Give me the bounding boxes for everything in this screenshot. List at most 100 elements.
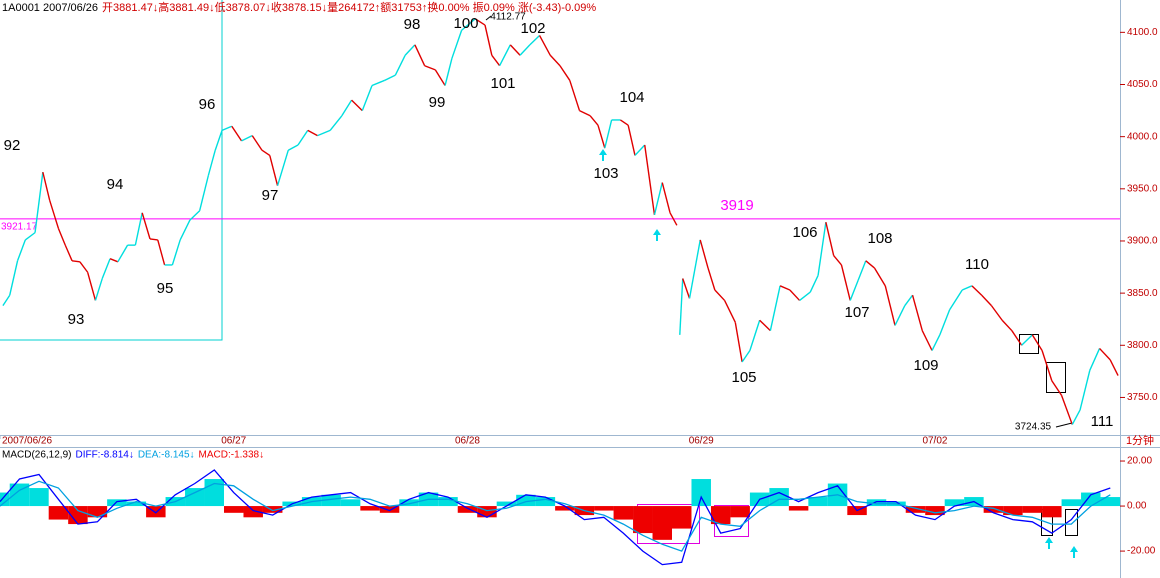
price-segment	[1031, 334, 1043, 351]
macd-bar	[672, 506, 692, 529]
price-segment	[1011, 330, 1023, 346]
price-segment	[394, 54, 406, 76]
price-segment	[2, 294, 11, 307]
period-label: 1分钟	[1126, 433, 1154, 447]
price-segment	[351, 99, 363, 112]
price-segment	[939, 309, 951, 336]
price-segment	[688, 239, 701, 299]
price-segment	[491, 54, 501, 67]
price-segment	[451, 30, 463, 59]
macd-bar	[866, 499, 887, 507]
price-segment	[569, 80, 581, 111]
macd-bar	[477, 506, 497, 518]
price-segment	[1109, 359, 1119, 376]
wave-label: 94	[107, 176, 124, 193]
price-segment	[873, 267, 886, 287]
macd-line	[0, 480, 1111, 552]
price-segment	[1001, 319, 1013, 332]
price-segment	[157, 239, 166, 266]
price-segment	[34, 172, 44, 233]
price-segment	[699, 239, 709, 269]
macd-bar	[516, 494, 536, 507]
price-segment	[64, 244, 73, 262]
macd-bar	[594, 506, 614, 511]
price-segment	[287, 144, 299, 151]
price-segment	[509, 44, 521, 56]
macd-bar	[87, 506, 108, 518]
macd-bar	[457, 506, 478, 513]
wave-label: 101	[490, 75, 515, 92]
price-segment	[559, 65, 571, 81]
price-segment	[261, 149, 271, 157]
price-segment	[189, 210, 201, 221]
price-segment	[1071, 409, 1081, 425]
price-segment	[884, 285, 896, 326]
price-segment	[579, 109, 591, 117]
price-segment	[921, 330, 933, 351]
y-tick-label: 0.00	[1127, 501, 1147, 512]
price-segment	[94, 278, 103, 301]
price-segment	[179, 219, 191, 241]
wave-label: 96	[199, 96, 216, 113]
wave-label: 95	[157, 280, 174, 297]
price-segment	[474, 18, 486, 26]
price-segment	[241, 134, 253, 142]
macd-bar	[925, 506, 945, 516]
highlight-frame	[0, 0, 223, 341]
wave-label: 99	[429, 94, 446, 111]
price-segment	[251, 135, 263, 151]
price-segment	[424, 65, 436, 71]
price-segment	[341, 99, 353, 117]
price-segment	[384, 74, 396, 81]
price-segment	[741, 350, 751, 363]
price-segment	[414, 44, 426, 67]
price-segment	[589, 115, 599, 126]
x-tick-label: 07/02	[922, 436, 947, 447]
price-segment	[604, 119, 613, 149]
wave-label: 3919	[720, 197, 753, 214]
price-segment	[653, 182, 663, 216]
price-segment	[371, 79, 385, 87]
price-segment	[404, 44, 416, 56]
macd-title: MACD(26,12,9)	[2, 450, 71, 461]
macd-bar	[944, 499, 965, 507]
macd-bar	[691, 479, 711, 507]
macd-bar	[496, 501, 517, 507]
macd-bar	[555, 506, 575, 511]
wave-label: 111	[1091, 413, 1114, 430]
price-segment	[971, 285, 983, 296]
macd-bar	[652, 506, 672, 540]
up-arrow	[1070, 546, 1078, 558]
price-segment	[759, 319, 771, 332]
price-segment	[24, 232, 36, 241]
y-tick-label: 3900.0	[1127, 236, 1158, 247]
macd-bar	[29, 488, 49, 507]
header-text: 1A0001 2007/06/26	[2, 2, 98, 14]
price-segment	[79, 261, 89, 273]
price-segment	[16, 239, 26, 262]
legend-label: DIFF:-8.814↓	[75, 450, 133, 461]
wave-label: 108	[867, 230, 892, 247]
price-segment	[171, 239, 181, 266]
price-segment	[434, 69, 446, 86]
price-segment	[911, 295, 923, 331]
macd-bar	[224, 506, 244, 513]
wave-label: 110	[965, 256, 989, 273]
price-segment	[149, 238, 158, 241]
price-segment	[1051, 380, 1063, 396]
price-segment	[857, 260, 867, 281]
price-segment	[207, 150, 216, 176]
x-tick-label: 2007/06/26	[2, 436, 52, 447]
wave-label: 106	[792, 224, 817, 241]
macd-bar	[535, 497, 556, 507]
macd-bar	[146, 506, 166, 518]
price-segment	[714, 289, 726, 301]
price-segment	[101, 258, 111, 279]
price-segment	[498, 44, 511, 67]
price-segment	[799, 291, 811, 301]
macd-bar	[983, 506, 1004, 513]
price-segment	[141, 212, 151, 240]
up-arrow	[599, 149, 607, 161]
price-segment	[948, 289, 963, 311]
